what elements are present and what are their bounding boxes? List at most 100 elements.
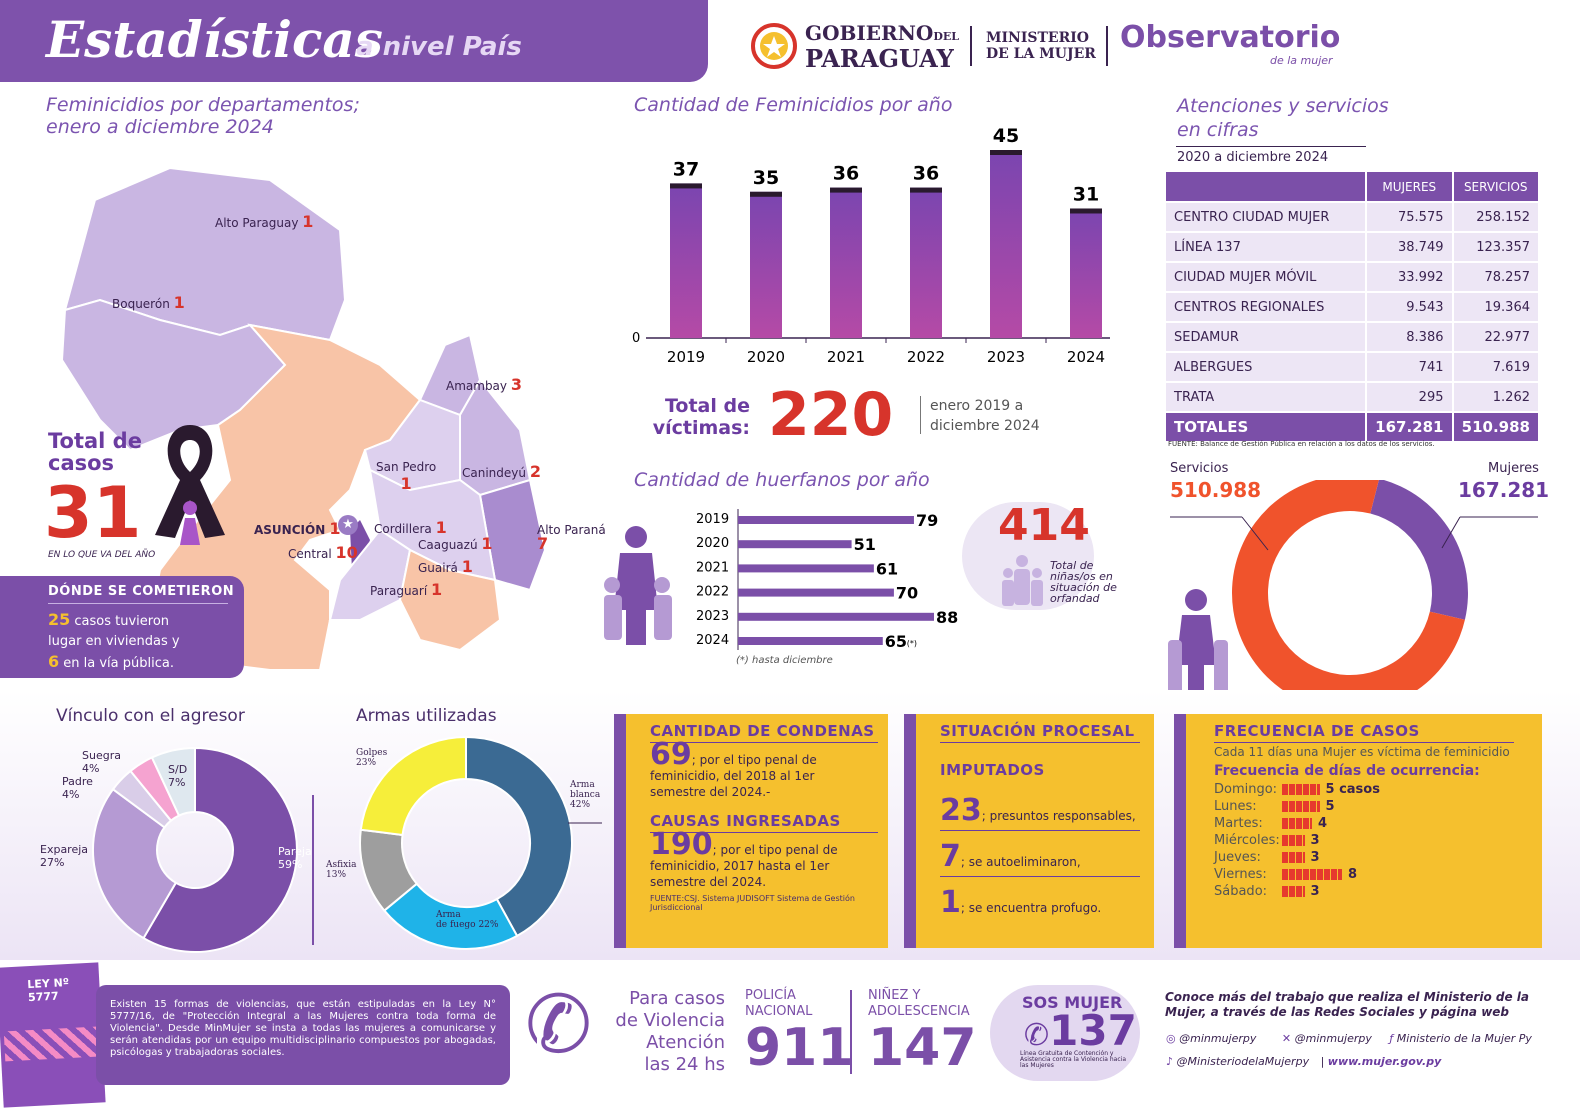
table-row: SEDAMUR 8.386 22.977	[1166, 322, 1538, 353]
y-tick-2019: 2019	[696, 512, 729, 527]
orphans-chart-title: Cantidad de huerfanos por año	[634, 469, 930, 491]
orphan-bar-2020	[738, 540, 852, 549]
x-tick-2019: 2019	[667, 348, 705, 366]
day-label: Domingo:	[1214, 782, 1278, 797]
total-cases-value: 31	[44, 472, 142, 554]
orphans-total-value: 414	[998, 500, 1090, 551]
services-period: 2020 a diciembre 2024	[1177, 150, 1329, 165]
table-row: LÍNEA 137 38.749 123.357	[1166, 232, 1538, 263]
orphan-label-2019: 79	[916, 511, 938, 530]
vinculo-label-2: Padre 4%	[62, 775, 93, 801]
orphan-bar-2023	[738, 612, 934, 621]
orphans-bar-chart: 2019 79 2020 51 2021 61 2022 70 2023 88 2024 65 (*)	[696, 509, 958, 651]
day-label: Viernes:	[1214, 867, 1267, 882]
x-link[interactable]: @minmujerpy	[1294, 1032, 1372, 1045]
bar-cap-2019	[670, 183, 702, 189]
tiktok-icon: ♪	[1166, 1055, 1174, 1068]
dept-caaguazu: Caaguazú 1	[418, 534, 493, 553]
slice-mujeres	[1370, 480, 1468, 620]
instagram-link[interactable]: @minmujerpy	[1179, 1032, 1257, 1045]
leader-servicios-2	[1241, 516, 1269, 551]
day-label: Miércoles:	[1214, 833, 1280, 848]
policia-label: POLICÍA NACIONAL	[745, 988, 813, 1019]
dept-boqueron: Boquerón 1	[112, 293, 185, 312]
observatorio-sub: de la mujer	[1270, 54, 1333, 67]
orphans-note: (*) hasta diciembre	[736, 655, 833, 666]
instagram-icon: ◎	[1166, 1032, 1176, 1045]
gov-name: GOBIERNODEL PARAGUAY	[805, 21, 960, 73]
total-cases-label: Total de casos	[48, 429, 142, 475]
law-booklet: LEY Nº 5777	[0, 962, 106, 1108]
table-row: CENTROS REGIONALES 9.543 19.364	[1166, 292, 1538, 323]
bar-2020	[750, 191, 782, 338]
frequency-value: 5 casos	[1325, 782, 1380, 797]
gov-logo	[750, 22, 798, 74]
armas-label-1: Arma de fuego 22%	[435, 910, 499, 930]
dept-paraguari: Paraguarí 1	[370, 580, 443, 599]
frequency-row: Viernes: 8	[1214, 866, 1380, 883]
frequency-row: Lunes: 5	[1214, 798, 1380, 815]
vinculo-label-3: Suegra 4%	[82, 749, 121, 775]
women-icon	[1168, 589, 1228, 700]
slice-expareja	[92, 787, 178, 940]
observatorio-logo: Observatorio	[1120, 20, 1341, 55]
policia-number[interactable]: 911	[745, 1018, 854, 1078]
ring-value-mujeres: 167.281	[1458, 478, 1550, 502]
bar-2022	[910, 187, 942, 338]
x-icon: ✕	[1281, 1032, 1292, 1045]
bar-cap-2022	[910, 187, 942, 193]
armas-title: Armas utilizadas	[356, 706, 497, 726]
armas-label-3: Golpes 23%	[356, 748, 388, 768]
frequency-row: Domingo: 5 casos	[1214, 781, 1380, 798]
bar-2019	[670, 183, 702, 338]
slice-s-d	[150, 746, 196, 817]
page-subtitle: a nivel País	[356, 32, 522, 62]
ring-label-services: Servicios	[1170, 461, 1229, 476]
total-victims-label: Total de víctimas:	[652, 395, 750, 439]
bar-cap-2024	[1070, 208, 1102, 214]
vinculo-title: Vínculo con el agresor	[56, 706, 245, 726]
bar-label-2023: 45	[993, 125, 1019, 147]
orphan-bar-2021	[738, 564, 874, 573]
total-victims-value: 220	[768, 380, 894, 450]
y-tick-2020: 2020	[696, 536, 729, 551]
services-source: FUENTE: Balance de Gestión Pública en re…	[1168, 440, 1435, 448]
dept-alto-paraguay: Alto Paraguay 1	[215, 212, 314, 231]
website-link[interactable]: www.mujer.gov.py	[1327, 1055, 1442, 1068]
slice-servicios	[1232, 480, 1465, 710]
vinculo-label-1: Expareja 27%	[40, 843, 88, 869]
frequency-row: Miércoles: 3	[1214, 832, 1380, 849]
bar-2021	[830, 187, 862, 338]
frequency-value: 8	[1348, 867, 1358, 882]
bar-cap-2023	[990, 150, 1022, 155]
conoce-text: Conoce más del trabajo que realiza el Mi…	[1165, 990, 1530, 1019]
frecuencia-card: FRECUENCIA DE CASOS Cada 11 días una Muj…	[1174, 714, 1542, 948]
total-cases-note: EN LO QUE VA DEL AÑO	[48, 550, 156, 560]
facebook-link[interactable]: Ministerio de la Mujer Py	[1396, 1032, 1532, 1045]
bar-2023	[990, 150, 1022, 338]
orphan-bar-2019	[738, 516, 914, 524]
ribbon-icon	[155, 425, 225, 545]
services-title: Atenciones y servicios en cifras	[1177, 95, 1389, 141]
slice-pareja	[142, 746, 298, 953]
armas-label-0: Arma blanca 42%	[569, 780, 601, 810]
ministry-name: MINISTERIO DE LA MUJER	[986, 30, 1096, 62]
procesal-card: SITUACIÓN PROCESAL IMPUTADOS 23; presunt…	[904, 714, 1154, 948]
total-victims-period: enero 2019 a diciembre 2024	[930, 398, 1040, 434]
dept-canindeyu: Canindeyú 2	[462, 462, 541, 481]
y-tick-2023: 2023	[696, 609, 729, 624]
ninez-number[interactable]: 147	[868, 1018, 977, 1078]
children-icon	[1002, 555, 1043, 606]
dept-guaira: Guairá 1	[418, 557, 473, 576]
services-ring-chart	[1168, 480, 1538, 710]
vinculo-label-4: S/D 7%	[168, 763, 187, 789]
x-tick-2023: 2023	[987, 348, 1025, 366]
frequency-value: 3	[1310, 833, 1320, 848]
tiktok-link[interactable]: @MinisteriodelaMujerpy	[1176, 1055, 1310, 1068]
armas-ring-chart: Arma blanca 42% Arma de fuego 22% Asfixia 13% G…	[325, 735, 602, 950]
social-row-1: ◎ @minmujerpy ✕ @minmujerpy ƒ Ministerio…	[1166, 1032, 1532, 1045]
frequency-table: Domingo: 5 casos Lunes: 5 Martes: 4 Miércoles:…	[1214, 781, 1380, 900]
condenas-card: CANTIDAD DE CONDENAS 69; por el tipo pen…	[614, 714, 888, 948]
orphan-label-2023: 88	[936, 608, 958, 627]
sos-badge: SOS MUJER ✆137 Línea Gratuita de Contenc…	[990, 985, 1140, 1081]
